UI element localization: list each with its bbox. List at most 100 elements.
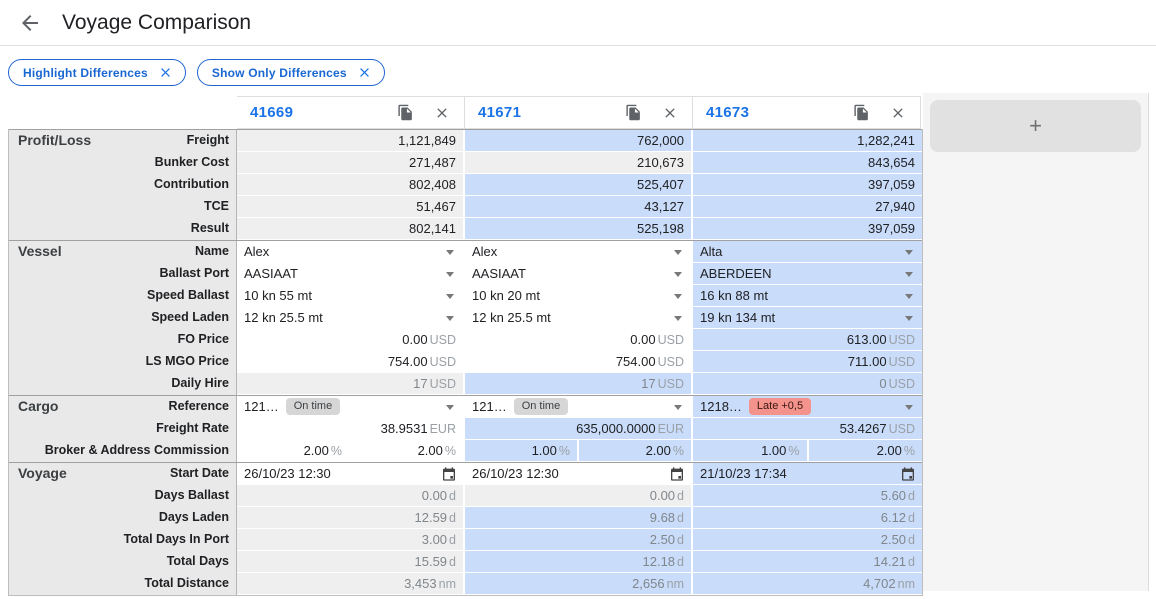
table-cell[interactable]: 1.00% 2.00% <box>465 440 693 462</box>
table-cell: 2.50 d <box>465 529 693 551</box>
row-label: Reference <box>9 396 237 418</box>
cell-value: 1.00 <box>531 443 557 458</box>
chevron-down-icon[interactable] <box>905 316 913 321</box>
table-cell: 5.60 d <box>693 485 922 507</box>
date-cell[interactable]: 26/10/23 12:30 <box>465 463 693 485</box>
add-column-button[interactable]: + <box>930 100 1141 152</box>
chevron-down-icon[interactable] <box>674 250 682 255</box>
chip-highlight-differences[interactable]: Highlight Differences <box>8 59 186 86</box>
comparison-table: 41669 41671 41673 Profit/Loss Freight 1,121,… <box>8 96 923 596</box>
remove-column-icon[interactable] <box>890 105 906 121</box>
table-cell[interactable]: 2.00% 2.00% <box>237 440 465 462</box>
cell-value: 12 kn 25.5 mt <box>472 310 551 325</box>
dropdown-cell[interactable]: ABERDEEN <box>693 263 922 285</box>
dropdown-cell[interactable]: 10 kn 20 mt <box>465 285 693 307</box>
table-cell[interactable]: 0.00 USD <box>237 329 465 351</box>
reference-cell[interactable]: 121… On time <box>237 396 465 418</box>
table-cell[interactable]: 38.9531 EUR <box>237 418 465 440</box>
table-cell: 4,702 nm <box>693 573 922 595</box>
copy-column-icon[interactable] <box>625 104 642 121</box>
chevron-down-icon[interactable] <box>446 272 454 277</box>
remove-column-icon[interactable] <box>434 105 450 121</box>
date-cell[interactable]: 26/10/23 12:30 <box>237 463 465 485</box>
dropdown-cell[interactable]: 12 kn 25.5 mt <box>465 307 693 329</box>
chevron-down-icon[interactable] <box>446 250 454 255</box>
chevron-down-icon[interactable] <box>905 294 913 299</box>
dropdown-cell[interactable]: 10 kn 55 mt <box>237 285 465 307</box>
table-cell[interactable]: 53.4267 USD <box>693 418 922 440</box>
commission-subcell[interactable]: 2.00% <box>237 440 351 461</box>
chevron-down-icon[interactable] <box>674 294 682 299</box>
cell-value: 0.00 <box>421 488 448 503</box>
calendar-icon[interactable] <box>900 466 916 482</box>
column-header-actions <box>397 104 450 121</box>
table-row: Reference 121… On time 121… On time 1218… Late… <box>9 396 922 418</box>
table-cell[interactable]: 1.00% 2.00% <box>693 440 922 462</box>
cell-value: Alex <box>244 244 270 259</box>
table-cell[interactable]: 635,000.0000 EUR <box>465 418 693 440</box>
dropdown-cell[interactable]: Alta <box>693 241 922 263</box>
copy-column-icon[interactable] <box>853 104 870 121</box>
chevron-down-icon[interactable] <box>674 405 682 410</box>
chevron-down-icon[interactable] <box>905 405 913 410</box>
table-cell[interactable]: 613.00 USD <box>693 329 922 351</box>
table-row: Bunker Cost 271,487 210,673 843,654 <box>9 152 922 174</box>
unit-label: USD <box>888 333 915 347</box>
cell-value: 525,407 <box>637 177 684 192</box>
reference-cell[interactable]: 121… On time <box>465 396 693 418</box>
commission-subcell[interactable]: 2.00% <box>351 440 463 461</box>
commission-subcell[interactable]: 2.00% <box>809 440 923 461</box>
table-cell[interactable]: 711.00 USD <box>693 351 922 373</box>
cell-value: 271,487 <box>409 155 456 170</box>
status-badge: On time <box>285 398 341 415</box>
chevron-down-icon[interactable] <box>905 272 913 277</box>
unit-label: % <box>444 444 456 458</box>
chevron-down-icon[interactable] <box>446 405 454 410</box>
back-button[interactable] <box>17 10 43 36</box>
chevron-down-icon[interactable] <box>674 272 682 277</box>
section-title: Cargo <box>18 398 59 414</box>
dropdown-cell[interactable]: AASIAAT <box>237 263 465 285</box>
chevron-down-icon[interactable] <box>446 316 454 321</box>
unit-label: USD <box>888 355 915 369</box>
remove-column-icon[interactable] <box>662 105 678 121</box>
commission-subcell[interactable]: 2.00% <box>579 440 691 461</box>
chip-remove-icon[interactable] <box>357 65 372 80</box>
chevron-down-icon[interactable] <box>446 294 454 299</box>
unit-label: d <box>449 511 456 525</box>
table-cell: 27,940 <box>693 196 922 218</box>
dropdown-cell[interactable]: AASIAAT <box>465 263 693 285</box>
row-label: Speed Laden <box>9 307 237 329</box>
cell-value: 2.00 <box>417 443 443 458</box>
arrow-back-icon <box>22 14 38 31</box>
commission-subcell[interactable]: 1.00% <box>693 440 809 461</box>
chevron-down-icon[interactable] <box>674 316 682 321</box>
cell-value: 4,702 <box>863 576 896 591</box>
unit-label: d <box>677 555 684 569</box>
table-cell: 0.00 d <box>237 485 465 507</box>
table-cell[interactable]: 0.00 USD <box>465 329 693 351</box>
table-row: Freight 1,121,849 762,000 1,282,241 <box>9 130 922 152</box>
commission-subcell[interactable]: 1.00% <box>465 440 579 461</box>
cell-value: 121… <box>472 399 507 414</box>
chip-show-only-differences[interactable]: Show Only Differences <box>196 59 385 86</box>
reference-cell[interactable]: 1218… Late +0,5 <box>693 396 922 418</box>
date-cell[interactable]: 21/10/23 17:34 <box>693 463 922 485</box>
dropdown-cell[interactable]: Alex <box>237 241 465 263</box>
voyage-number[interactable]: 41673 <box>706 104 750 121</box>
calendar-icon[interactable] <box>669 466 685 482</box>
dropdown-cell[interactable]: 12 kn 25.5 mt <box>237 307 465 329</box>
status-badge: Late +0,5 <box>748 398 812 415</box>
voyage-number[interactable]: 41671 <box>478 104 522 121</box>
chip-remove-icon[interactable] <box>158 65 173 80</box>
calendar-icon[interactable] <box>441 466 457 482</box>
chevron-down-icon[interactable] <box>905 250 913 255</box>
copy-column-icon[interactable] <box>397 104 414 121</box>
voyage-number[interactable]: 41669 <box>250 104 294 121</box>
unit-label: USD <box>429 355 456 369</box>
dropdown-cell[interactable]: Alex <box>465 241 693 263</box>
dropdown-cell[interactable]: 19 kn 134 mt <box>693 307 922 329</box>
dropdown-cell[interactable]: 16 kn 88 mt <box>693 285 922 307</box>
table-cell[interactable]: 754.00 USD <box>237 351 465 373</box>
table-cell[interactable]: 754.00 USD <box>465 351 693 373</box>
